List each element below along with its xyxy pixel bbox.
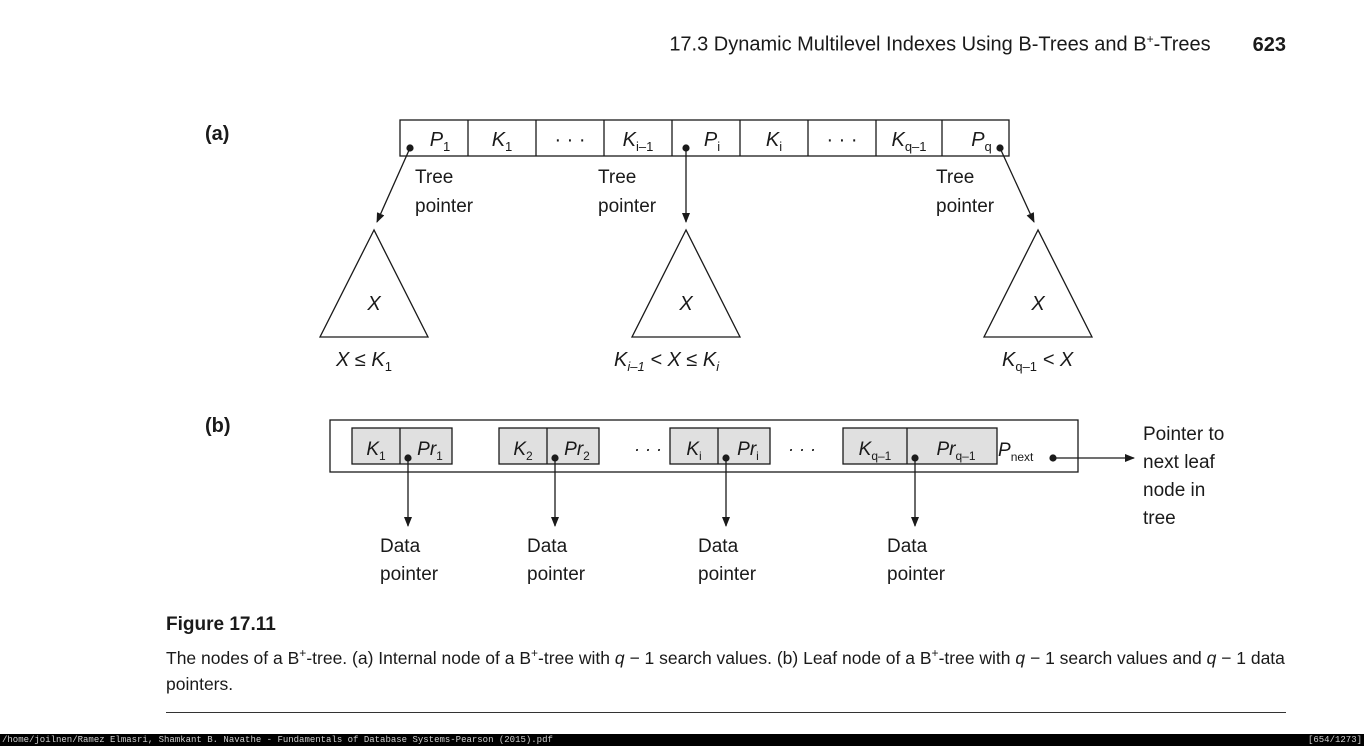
data-pointer-0: Data pointer [380,454,439,585]
svg-text:Ki–1 < X ≤ Ki: Ki–1 < X ≤ Ki [614,349,720,374]
internal-node: P1 K1 · · · Ki–1 Pi Ki · · · Kq–1 Pq [399,119,1010,157]
next-leaf-label: Pointer to next leaf node in tree [1143,424,1224,529]
svg-text:pointer: pointer [598,196,657,217]
svg-text:Data: Data [527,536,568,557]
svg-text:K1: K1 [366,439,386,463]
subtree-q: X Kq–1 < X [982,228,1094,374]
svg-text:Tree: Tree [936,167,974,188]
file-path: /home/joilnen/Ramez Elmasri, Shamkant B.… [2,735,553,745]
svg-text:Pri: Pri [737,439,759,463]
data-pointer-2: Data pointer [698,454,757,585]
svg-text:Tree: Tree [415,167,453,188]
node-cell-4: Pi [704,129,720,154]
node-cell-1: K1 [492,129,513,154]
svg-text:node in: node in [1143,480,1205,501]
svg-text:K2: K2 [513,439,533,463]
svg-text:Data: Data [698,536,739,557]
leaf-entry-2: Ki Pri [669,427,771,465]
svg-text:Pr1: Pr1 [417,439,443,463]
svg-text:Data: Data [380,536,421,557]
svg-text:pointer: pointer [887,564,946,585]
tree-pointer-q: Tree pointer [936,144,1035,223]
svg-text:Ki: Ki [686,439,701,463]
data-pointer-3: Data pointer [887,454,946,585]
page-counter: [654/1273] [1307,735,1362,745]
node-cell-8: Pq [971,129,992,154]
node-cell-6: · · · [826,129,857,151]
svg-text:· · ·: · · · [634,439,662,459]
part-a-label: (a) [205,123,229,145]
tree-pointer-1: Tree pointer [376,144,474,223]
svg-text:X ≤ K1: X ≤ K1 [335,349,392,374]
svg-text:Pointer to: Pointer to [1143,424,1224,445]
node-cell-5: Ki [766,129,782,154]
node-cell-3: Ki–1 [623,129,654,154]
svg-text:Kq–1: Kq–1 [859,439,892,463]
leaf-node: K1 Pr1 K2 Pr2 Ki Pri Kq–1 Prq–1 · · · · · · Pne… [329,419,1135,473]
figure-label: Figure 17.11 [166,614,276,635]
leaf-entry-1: K2 Pr2 [498,427,600,465]
svg-text:pointer: pointer [936,196,995,217]
svg-text:Data: Data [887,536,928,557]
svg-text:X: X [366,293,381,315]
leaf-entry-0: K1 Pr1 [351,427,453,465]
svg-text:X: X [678,293,693,315]
subtree-1: X X ≤ K1 [318,228,430,374]
svg-text:pointer: pointer [380,564,439,585]
page-number: 623 [1252,33,1286,56]
svg-text:tree: tree [1143,508,1176,529]
svg-text:Pr2: Pr2 [564,439,590,463]
subtree-i: X Ki–1 < X ≤ Ki [614,228,742,374]
svg-text:pointer: pointer [415,196,474,217]
svg-text:next leaf: next leaf [1143,452,1216,473]
tree-pointer-i: Tree pointer [598,144,690,223]
figure-caption: The nodes of a B+-tree. (a) Internal nod… [166,646,1285,694]
svg-text:Kq–1 < X: Kq–1 < X [1002,349,1074,374]
svg-text:Tree: Tree [598,167,636,188]
svg-text:pointer: pointer [698,564,757,585]
leaf-entry-3: Kq–1 Prq–1 [842,427,998,465]
footer-rule [166,712,1286,713]
svg-text:pointer: pointer [527,564,586,585]
running-header: 17.3 Dynamic Multilevel Indexes Using B-… [669,32,1286,56]
viewer-status-bar: /home/joilnen/Ramez Elmasri, Shamkant B.… [0,734,1364,746]
svg-text:Pnext: Pnext [998,440,1034,464]
svg-text:Prq–1: Prq–1 [936,439,975,463]
part-b-label: (b) [205,415,231,437]
node-cell-0: P1 [430,129,451,154]
svg-text:X: X [1030,293,1045,315]
data-pointer-1: Data pointer [527,454,586,585]
node-cell-7: Kq–1 [891,129,926,154]
svg-text:· · ·: · · · [788,439,816,459]
node-cell-2: · · · [554,129,585,151]
